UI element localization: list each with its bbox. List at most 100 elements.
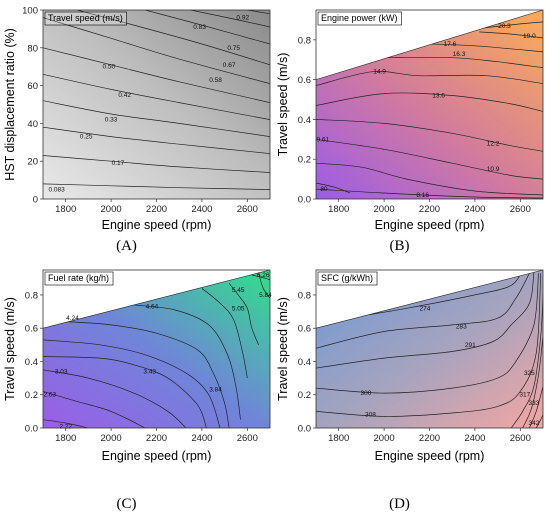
contour-line <box>145 10 270 45</box>
x-tick-label: 2400 <box>191 433 212 444</box>
contour-label: 274 <box>420 305 431 312</box>
contour-label: 0.75 <box>227 45 240 52</box>
contour-label: 0.92 <box>236 15 249 22</box>
contour-label: 0.83 <box>193 24 206 31</box>
y-tick-label: 0.2 <box>298 390 311 401</box>
contour-label: 0.50 <box>103 64 116 71</box>
x-tick-label: 2600 <box>510 204 531 215</box>
envelope-line <box>42 269 271 329</box>
contour-label: 0.33 <box>105 117 118 124</box>
panel-id: (A) <box>116 238 137 254</box>
y-tick-label: 0.8 <box>298 35 311 46</box>
x-tick-label: 2000 <box>101 204 122 215</box>
contour-label: 5.84 <box>259 292 272 299</box>
contour-line <box>479 31 543 39</box>
contour-line <box>483 21 543 29</box>
contour-label: 291 <box>465 342 476 349</box>
y-axis-label: Travel speed (m/s) <box>276 297 290 401</box>
contour-label: 80 <box>320 186 328 193</box>
y-tick-label: 0 <box>33 195 38 206</box>
y-tick-label: 0.6 <box>298 75 311 86</box>
contour-line <box>535 414 543 428</box>
contour-line <box>43 47 270 103</box>
y-tick-label: 0.8 <box>25 290 38 301</box>
y-tick-label: 80 <box>27 43 38 54</box>
panel-title: Engine power (kW) <box>321 13 398 23</box>
panel-id: (B) <box>390 238 410 254</box>
y-tick-label: 0.2 <box>25 390 38 401</box>
contour-label: 17.6 <box>444 41 457 48</box>
contour-line <box>316 188 543 199</box>
y-tick-label: 0.6 <box>298 324 311 335</box>
panel-title-box: Travel speed (m/s) <box>44 11 127 26</box>
panel-title-box: Engine power (kW) <box>317 11 402 26</box>
x-tick-label: 1800 <box>55 204 76 215</box>
x-tick-label: 2200 <box>146 204 167 215</box>
y-tick-label: 0.2 <box>298 155 311 166</box>
y-tick-label: 0.4 <box>25 357 38 368</box>
x-tick-label: 2200 <box>419 433 440 444</box>
contour-line <box>43 155 270 173</box>
x-tick-label: 2400 <box>464 204 485 215</box>
contour-line <box>384 57 543 69</box>
y-axis-label: HST displacement ratio (%) <box>3 28 17 181</box>
contour-group <box>316 21 543 199</box>
contour-line <box>43 100 270 137</box>
contour-label: 0.25 <box>80 134 93 141</box>
contour-line <box>510 294 543 428</box>
x-tick-label: 2400 <box>464 433 485 444</box>
contour-label: 2.63 <box>43 392 56 399</box>
contour-line <box>43 126 270 154</box>
panel-title: Travel speed (m/s) <box>48 13 123 23</box>
contour-label: 19.0 <box>523 33 536 40</box>
envelope-line <box>315 9 544 80</box>
contour-label: 4.24 <box>66 315 79 322</box>
envelope-line <box>315 269 544 329</box>
panel-title-box: Fuel rate (kg/h) <box>44 271 114 286</box>
contour-label: 0.58 <box>209 77 222 84</box>
contour-label: 5.05 <box>232 305 245 312</box>
panel-title: Fuel rate (kg/h) <box>48 273 109 283</box>
x-axis-label: Engine speed (rpm) <box>102 218 212 232</box>
y-axis-label: Travel speed (m/s) <box>276 53 290 157</box>
contour-label: 0.083 <box>48 187 65 194</box>
contour-label: 325 <box>524 370 535 377</box>
contour-line <box>424 43 543 53</box>
plot-fill <box>43 10 270 199</box>
contour-label: 8.16 <box>416 192 429 199</box>
contour-label: 308 <box>365 412 376 419</box>
contour-line <box>522 336 543 428</box>
x-axis-label: Engine speed (rpm) <box>102 449 212 463</box>
contour-label: 6.26 <box>257 272 270 279</box>
contour-line <box>65 321 230 428</box>
contour-line <box>76 10 270 66</box>
contour-label: 5.45 <box>232 287 245 294</box>
contour-line <box>43 17 270 85</box>
contour-line <box>43 356 207 428</box>
contour-label: 283 <box>456 324 467 331</box>
x-tick-label: 1800 <box>328 204 349 215</box>
contour-label: 14.9 <box>373 69 386 76</box>
y-tick-label: 100 <box>22 6 38 17</box>
y-axis-label: Travel speed (m/s) <box>3 297 17 401</box>
contour-line <box>43 369 187 428</box>
y-tick-label: 0.8 <box>298 290 311 301</box>
contour-line <box>43 391 146 428</box>
infeasible-region <box>42 269 270 329</box>
contour-line <box>316 273 542 417</box>
contour-label: 3.84 <box>209 387 222 394</box>
x-tick-label: 2000 <box>374 204 395 215</box>
contour-line <box>133 304 241 420</box>
x-tick-label: 2600 <box>237 433 258 444</box>
panel-id: (D) <box>389 496 410 512</box>
contour-line <box>228 283 259 345</box>
contour-line <box>529 386 543 428</box>
contour-label: 0.17 <box>112 160 125 167</box>
contour-line <box>43 73 270 120</box>
contour-line <box>43 419 89 428</box>
panel-d: 274 283 291 300 308 317 325 333 342 1800 2000 2200 2… <box>276 269 544 512</box>
infeasible-region <box>315 9 543 80</box>
panel-title-box: SFC (g/kWh) <box>317 271 378 286</box>
y-tick-label: 0.0 <box>298 195 311 206</box>
contour-line <box>316 273 539 394</box>
